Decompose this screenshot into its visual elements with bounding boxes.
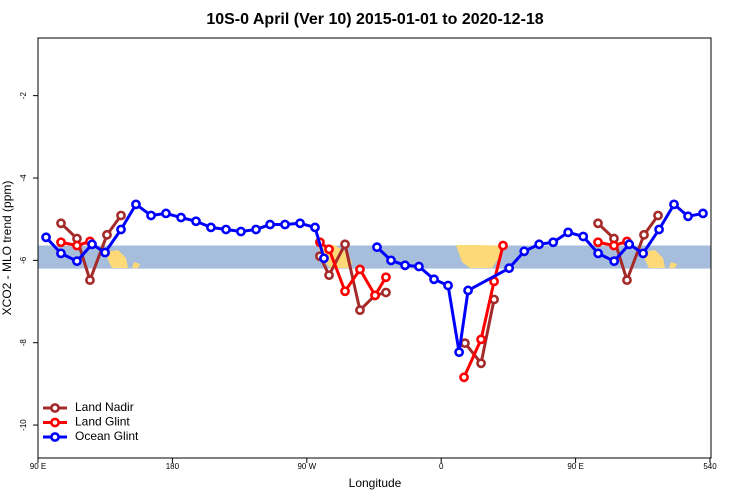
point xyxy=(221,224,231,235)
x-tick-label: 90 E xyxy=(567,462,583,471)
point xyxy=(161,208,171,219)
point xyxy=(340,239,350,250)
x-tick-label: 180 xyxy=(166,462,180,471)
point xyxy=(683,211,693,222)
point xyxy=(131,199,141,210)
point xyxy=(578,231,589,242)
point xyxy=(498,240,508,251)
point xyxy=(236,226,246,237)
plot-frame xyxy=(37,37,712,459)
point xyxy=(146,210,156,221)
point xyxy=(191,216,201,227)
point xyxy=(56,218,66,229)
legend-label: Land Glint xyxy=(75,415,130,429)
point xyxy=(563,227,574,238)
point xyxy=(459,372,469,383)
point xyxy=(324,244,334,255)
point xyxy=(476,334,486,345)
point xyxy=(443,280,453,291)
point xyxy=(87,239,97,250)
point xyxy=(176,212,186,223)
point xyxy=(116,224,126,235)
series-line xyxy=(44,202,704,354)
band-layer xyxy=(38,245,711,269)
x-axis-label: Longitude xyxy=(349,476,402,490)
point xyxy=(504,263,515,274)
point xyxy=(460,338,470,349)
series-line xyxy=(59,214,660,365)
land-shape xyxy=(643,250,665,268)
point xyxy=(355,305,365,316)
y-tick-label: -4 xyxy=(19,174,28,182)
y-tick-label: -2 xyxy=(19,92,28,100)
point xyxy=(102,229,112,240)
point xyxy=(41,232,51,243)
point xyxy=(295,218,305,229)
point xyxy=(429,274,439,285)
point xyxy=(72,240,82,251)
point xyxy=(372,242,382,253)
x-tick-label: 90 E xyxy=(30,462,46,471)
legend-marker xyxy=(50,403,60,413)
point xyxy=(381,287,391,298)
point xyxy=(519,246,530,257)
land-shape xyxy=(132,262,140,268)
point xyxy=(116,210,126,221)
point xyxy=(56,248,66,259)
land-shape xyxy=(106,250,128,268)
point xyxy=(622,275,632,286)
point xyxy=(463,285,473,296)
point xyxy=(548,237,559,248)
point xyxy=(638,248,648,259)
point xyxy=(593,248,604,259)
point xyxy=(400,260,410,271)
point xyxy=(310,222,320,233)
point xyxy=(669,199,679,210)
point xyxy=(340,286,350,297)
point xyxy=(476,358,486,369)
legend-label: Land Nadir xyxy=(75,400,134,414)
y-axis-label: XCO2 - MLO trend (ppm) xyxy=(0,181,14,316)
point xyxy=(593,218,603,229)
point xyxy=(85,275,95,286)
point xyxy=(370,290,380,301)
point xyxy=(56,237,66,248)
point xyxy=(639,229,649,240)
point xyxy=(386,255,396,266)
point xyxy=(624,239,635,250)
chart-title: 10S-0 April (Ver 10) 2015-01-01 to 2020-… xyxy=(206,11,543,28)
point xyxy=(454,347,465,358)
x-tick-label: 90 W xyxy=(297,462,316,471)
point xyxy=(324,270,334,281)
point xyxy=(654,224,664,235)
point xyxy=(72,256,82,267)
point xyxy=(609,256,620,267)
point xyxy=(319,253,329,264)
point xyxy=(534,239,545,250)
y-tick-label: -10 xyxy=(19,419,28,431)
land-shape xyxy=(456,245,505,268)
legend-marker xyxy=(50,417,60,428)
point xyxy=(251,224,261,235)
point xyxy=(206,222,216,233)
point xyxy=(100,247,110,258)
point xyxy=(653,210,663,221)
point xyxy=(265,219,275,230)
point xyxy=(414,261,424,272)
band xyxy=(38,245,711,269)
legend-marker xyxy=(50,432,60,442)
y-tick-label: -6 xyxy=(19,256,28,264)
land-shape xyxy=(669,262,677,268)
x-tick-label: 0 xyxy=(439,462,444,471)
point xyxy=(593,237,603,248)
point xyxy=(280,219,290,230)
point xyxy=(381,272,391,283)
x-tick-label: 540 xyxy=(703,462,717,471)
y-tick-label: -8 xyxy=(19,339,28,347)
point xyxy=(355,264,365,275)
point xyxy=(609,240,619,251)
point xyxy=(698,208,708,219)
legend-label: Ocean Glint xyxy=(75,429,139,443)
